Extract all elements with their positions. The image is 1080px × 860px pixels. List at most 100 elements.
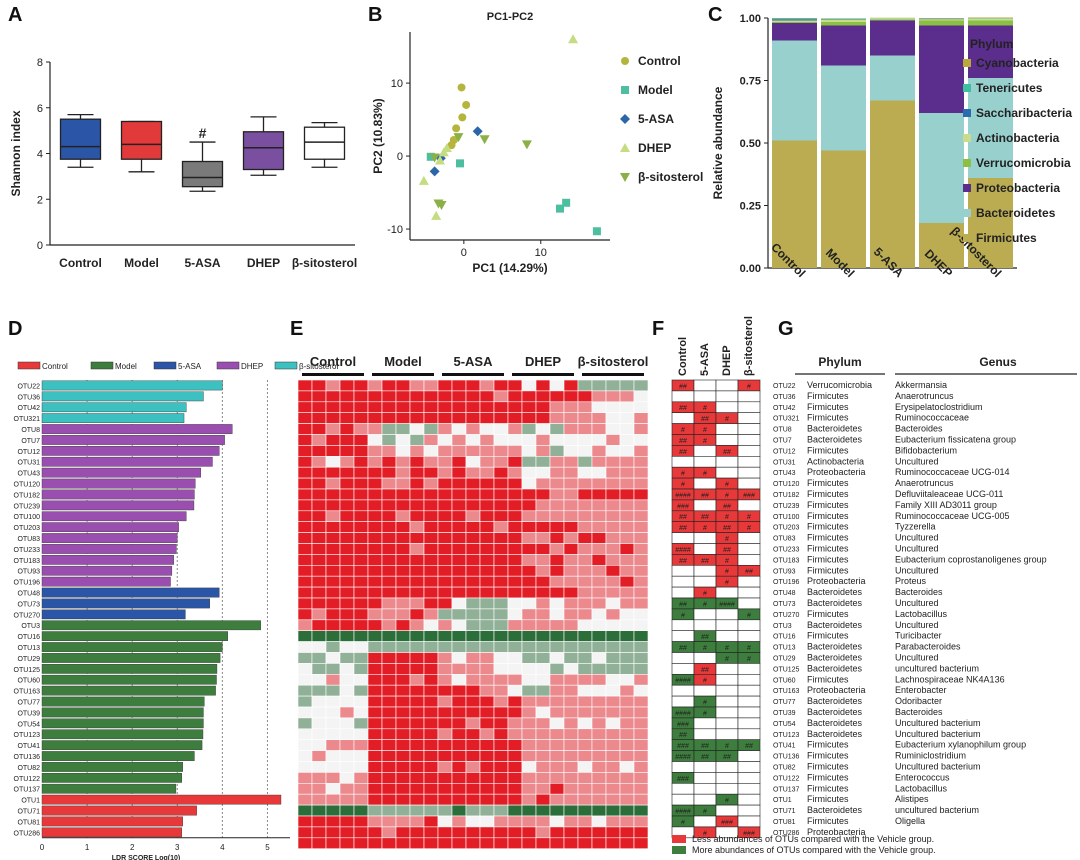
e-cell [451,706,467,719]
e-cell [465,815,481,828]
c-legend-label: Bacteroidetes [976,206,1056,220]
c-legend-label: Tenericutes [976,81,1043,95]
d-row-label: OTU71 [17,809,40,816]
e-cell [311,477,327,490]
e-cell [339,641,355,653]
e-cell [395,782,411,795]
g-phylum: Firmicutes [807,783,849,793]
e-cell [437,815,453,828]
e-cell [619,477,635,490]
e-cell [395,445,411,457]
g-phylum: Bacteroidetes [807,435,863,445]
e-cell [297,663,313,675]
f-cell [671,619,695,631]
f-cell-mark: # [725,656,729,663]
e-cell [339,521,355,533]
e-cell [521,728,537,740]
e-cell [297,499,313,512]
b-point-Model [426,152,435,161]
e-cell [423,804,439,817]
d-bar [41,435,225,445]
f-cell [737,445,761,457]
e-cell [605,750,621,762]
d-row-label: OTU36 [17,394,40,401]
e-cell [423,728,439,740]
f-cell [715,684,739,697]
e-cell [353,445,369,457]
a-y-tick-label: 0 [37,240,43,252]
f-cell-mark: # [703,525,707,532]
e-cell [437,673,453,686]
c-bar-segment [968,78,1013,178]
d-row-label: OTU16 [17,634,40,641]
g-genus: Enterococcus [895,772,950,782]
f-cell [715,663,739,675]
d-bar [41,631,228,642]
e-cell [549,488,565,501]
e-cell [297,619,313,631]
g-genus: Defluviitaleaceae UCG-011 [895,489,1003,499]
e-cell [577,782,593,795]
e-cell [367,466,383,479]
d-row-label: OTU136 [14,754,41,761]
e-cell [423,456,439,468]
e-cell [493,793,509,806]
e-cell [563,717,579,730]
g-otu: OTU41 [773,743,796,750]
g-genus: Eubacterium xylanophilum group [895,740,1026,750]
e-cell [465,390,481,403]
e-cell [367,739,383,751]
e-cell [563,673,579,686]
e-cell [633,477,649,490]
e-cell [521,739,537,751]
e-cell [381,412,397,424]
g-phylum: Firmicutes [807,402,849,412]
e-cell [423,521,439,533]
e-cell [339,750,355,762]
e-cell [549,423,565,435]
c-bar-segment [772,19,817,21]
f-cell [693,543,717,555]
e-cell [479,804,495,817]
e-cell [423,750,439,762]
e-cell [633,456,649,468]
e-cell [451,401,467,414]
e-cell [535,456,551,468]
e-cell [409,837,425,849]
e-cell [563,586,579,599]
f-cell [737,750,761,762]
e-cell [605,717,621,730]
e-cell [563,663,579,675]
f-cell-mark: # [747,645,751,652]
e-cell [367,586,383,599]
e-cell [493,826,509,839]
d-row-label: OTU183 [14,558,41,565]
b-legend-marker [620,143,630,152]
c-bar-segment [821,25,866,66]
e-cell [549,434,565,446]
e-cell [479,739,495,751]
e-cell [339,761,355,773]
e-cell [339,532,355,544]
e-cell [409,390,425,403]
e-cell [549,565,565,577]
e-cell [619,739,635,751]
f-cell-mark: ## [701,743,709,750]
e-cell [465,750,481,762]
e-cell [479,815,495,828]
e-cell [633,521,649,533]
f-cell-mark: ### [677,776,689,783]
e-cell [577,630,593,642]
e-cell [423,837,439,849]
e-cell [325,772,341,784]
f-cell [737,543,761,555]
e-cell [465,761,481,773]
d-bar [41,642,223,652]
e-cell [535,423,551,435]
e-cell [409,499,425,512]
e-cell [619,434,635,446]
e-cell [549,456,565,468]
e-cell [563,401,579,414]
e-cell [437,717,453,730]
f-cell-mark: # [725,798,729,805]
